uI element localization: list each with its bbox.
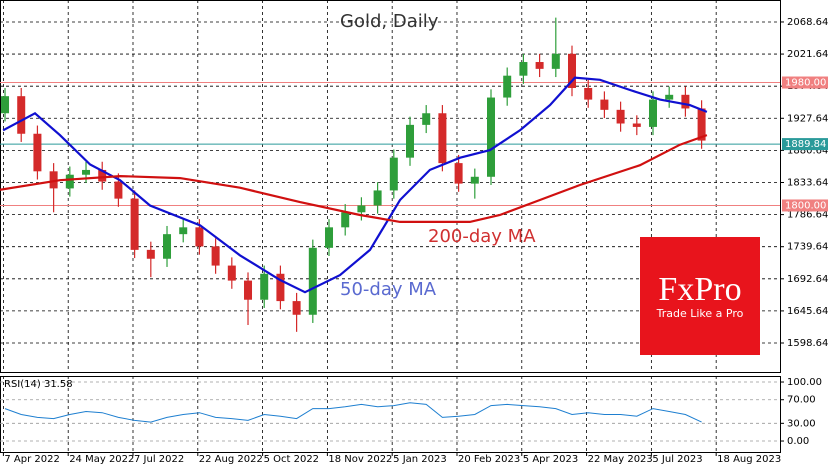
y-tick-label: 100.00: [787, 377, 822, 388]
candle-body: [503, 75, 512, 98]
candle-body: [33, 133, 42, 172]
panel-frame: [0, 0, 781, 373]
level-label: 1980.00: [785, 78, 826, 89]
candle-body: [357, 205, 366, 213]
candle-body: [308, 247, 317, 315]
candle-body: [438, 113, 447, 164]
level-label-box: [782, 76, 828, 89]
candle-body: [325, 227, 334, 248]
candle-body: [17, 96, 26, 134]
candle-body: [454, 163, 463, 184]
y-tick-label: 30.00: [787, 418, 816, 429]
y-tick-label: 1692.64: [787, 274, 828, 285]
candle-body: [276, 273, 285, 302]
candle-body: [1, 96, 10, 114]
panel-frame: [0, 376, 781, 453]
x-tick-label: 22 May 2023: [588, 454, 653, 465]
candle-body: [292, 301, 301, 315]
candle-body: [600, 99, 609, 110]
candle-body: [584, 87, 593, 100]
candle-body: [227, 265, 236, 281]
candle-body: [519, 62, 528, 76]
candle-body: [389, 157, 398, 191]
candle-body: [65, 174, 74, 189]
series-label: 200-day MA: [428, 226, 536, 247]
candle-body: [648, 99, 657, 127]
y-tick-label: 0.00: [787, 436, 809, 447]
level-label-box: [782, 138, 828, 151]
logo-name: FxPro: [658, 271, 741, 308]
y-tick-label: 1927.64: [787, 113, 828, 124]
candle-body: [146, 249, 155, 259]
logo-tagline: Trade Like a Pro: [656, 307, 744, 320]
y-tick-label: 1786.64: [787, 210, 828, 221]
candle-body: [195, 227, 204, 247]
candle-body: [82, 169, 91, 175]
candle-body: [487, 97, 496, 177]
x-tick-label: 5 Jul 2023: [652, 454, 702, 465]
candle-body: [49, 171, 58, 189]
candle-body: [681, 94, 690, 109]
candle-body: [551, 53, 560, 69]
y-tick-label: 2068.64: [787, 17, 828, 28]
candle-body: [616, 109, 625, 124]
x-tick-label: 24 May 2022: [69, 454, 134, 465]
x-tick-label: 20 Feb 2023: [458, 454, 520, 465]
candle-body: [114, 181, 123, 199]
candle-body: [130, 198, 139, 250]
y-tick-label: 1645.64: [787, 306, 828, 317]
level-label: 1889.84: [785, 139, 826, 150]
candle-body: [211, 246, 220, 266]
candle-body: [422, 113, 431, 125]
candle-body: [470, 176, 479, 184]
candle-body: [697, 108, 706, 141]
series-label: 50-day MA: [340, 279, 437, 300]
candle-body: [179, 227, 188, 235]
candle-body: [260, 273, 269, 300]
y-tick-label: 1833.64: [787, 177, 828, 188]
y-tick-label: 70.00: [787, 395, 816, 406]
x-tick-label: 7 Apr 2022: [4, 454, 59, 465]
moving-average-line: [0, 134, 708, 223]
candle-body: [632, 123, 641, 127]
x-tick-label: 18 Nov 2022: [328, 454, 392, 465]
y-tick-label: 1880.64: [787, 145, 828, 156]
rsi-title: RSI(14) 31.58: [4, 379, 73, 390]
y-tick-label: 1739.64: [787, 242, 828, 253]
logo-box: [640, 237, 760, 355]
x-tick-label: 5 Oct 2022: [264, 454, 319, 465]
candle-body: [535, 62, 544, 69]
candle-body: [98, 169, 107, 182]
rsi-line: [4, 402, 702, 423]
level-label: 1800.00: [785, 200, 826, 211]
candle-body: [568, 53, 576, 88]
chart-title: Gold, Daily: [340, 11, 439, 32]
x-tick-label: 22 Aug 2022: [199, 454, 263, 465]
x-tick-label: 18 Aug 2023: [717, 454, 781, 465]
x-tick-label: 5 Apr 2023: [523, 454, 578, 465]
y-tick-label: 2021.64: [787, 49, 828, 60]
candle-body: [244, 280, 253, 300]
x-tick-label: 7 Jul 2022: [134, 454, 184, 465]
candle-body: [341, 212, 350, 228]
candle-body: [406, 124, 415, 158]
level-label-box: [782, 199, 828, 212]
candle-body: [163, 234, 172, 259]
x-tick-label: 5 Jan 2023: [393, 454, 447, 465]
moving-average-line: [2, 76, 708, 294]
y-tick-label: 1598.64: [787, 338, 828, 349]
candle-body: [665, 94, 674, 100]
candle-body: [373, 190, 382, 206]
